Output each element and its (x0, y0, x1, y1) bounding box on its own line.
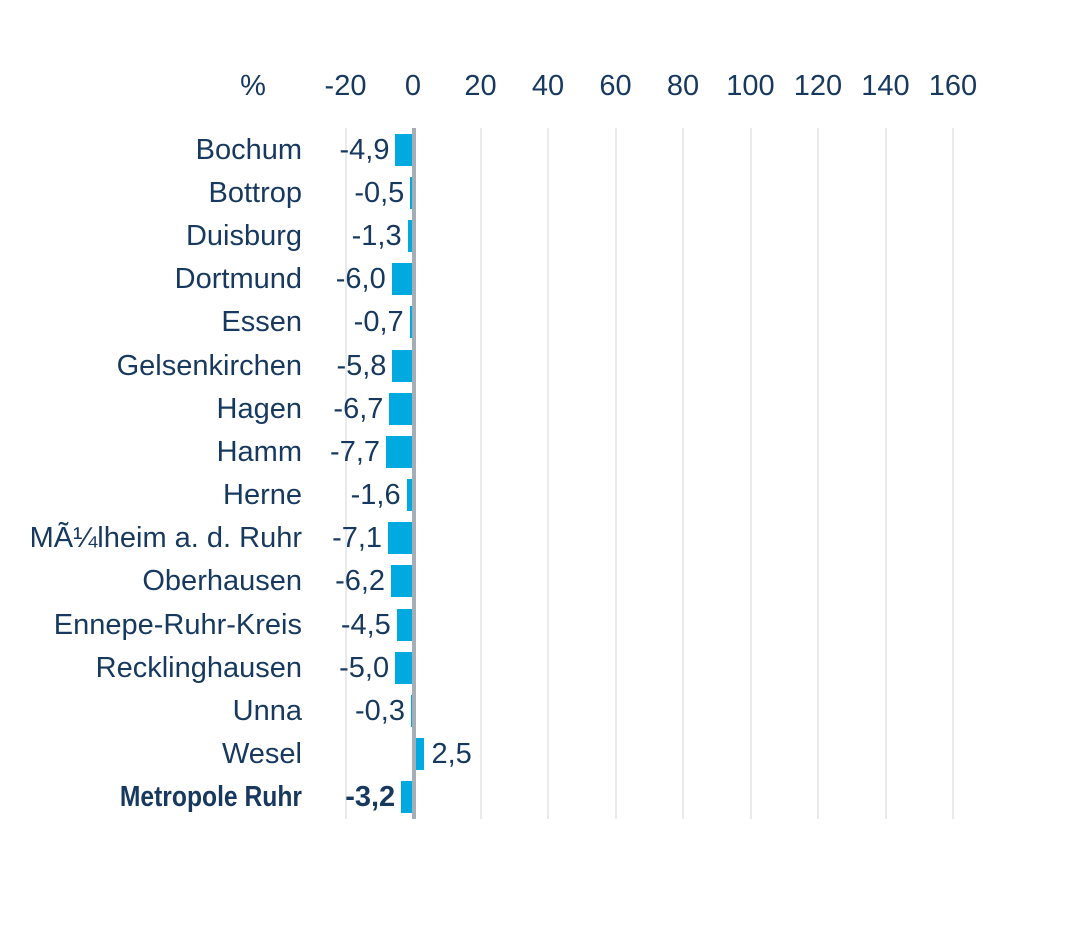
gridline (479, 128, 482, 819)
category-label: Unna (232, 695, 302, 728)
bar (396, 608, 412, 641)
value-label: -1,3 (351, 219, 402, 252)
bar (401, 781, 412, 814)
value-label: -5,8 (336, 349, 387, 382)
x-tick-label: -20 (324, 70, 367, 102)
value-label: -1,6 (350, 479, 401, 512)
axis-unit-label: % (240, 70, 266, 102)
x-tick-label: 0 (404, 70, 422, 102)
value-label: -0,5 (354, 176, 405, 209)
gridline (344, 128, 347, 819)
category-label: Ennepe-Ruhr-Kreis (53, 608, 302, 641)
category-label: Gelsenkirchen (116, 349, 302, 382)
category-label: Bochum (195, 133, 302, 166)
value-label: -5,0 (339, 651, 390, 684)
value-label: -0,7 (353, 306, 404, 339)
value-label: -6,0 (335, 263, 386, 296)
category-label: Recklinghausen (95, 651, 302, 684)
x-tick-label: 60 (599, 70, 632, 102)
value-label: -4,5 (340, 608, 391, 641)
value-label: -6,7 (333, 392, 384, 425)
category-label: Bottrop (208, 176, 303, 209)
x-tick-label: 40 (531, 70, 565, 102)
bar (410, 176, 412, 209)
value-label: -3,2 (345, 781, 396, 814)
x-tick-label: 160 (928, 70, 978, 102)
category-label: MÃ¼lheim a. d. Ruhr (29, 522, 302, 555)
category-label: Wesel (221, 738, 302, 771)
bar (391, 263, 412, 296)
category-label: Dortmund (174, 263, 302, 296)
bar (386, 435, 412, 468)
x-tick-label: 120 (793, 70, 843, 102)
bar (395, 133, 412, 166)
value-label: 2,5 (431, 738, 472, 771)
category-label: Metropole Ruhr (119, 781, 302, 814)
bar (388, 522, 412, 555)
bar (410, 695, 412, 728)
bar (409, 306, 412, 339)
gridline (749, 128, 752, 819)
gridline (614, 128, 617, 819)
value-label: -4,9 (339, 133, 390, 166)
bar (391, 565, 412, 598)
gridline (884, 128, 887, 819)
zero-axis-line (412, 128, 416, 819)
x-tick-label: 140 (861, 70, 910, 102)
gridline (817, 128, 819, 819)
bar (406, 479, 412, 512)
x-tick-label: 20 (464, 70, 497, 102)
bar (416, 738, 425, 771)
category-label: Oberhausen (142, 565, 302, 598)
category-label: Hagen (216, 392, 302, 425)
value-label: -6,2 (335, 565, 386, 598)
value-label: -7,7 (330, 435, 381, 468)
bar (407, 219, 412, 252)
value-label: -7,1 (332, 522, 383, 555)
bar (395, 651, 412, 684)
category-label: Herne (223, 479, 302, 512)
bar (392, 349, 412, 382)
value-label: -0,3 (355, 695, 405, 728)
x-tick-label: 80 (666, 70, 700, 102)
x-tick-label: 100 (726, 70, 775, 102)
gridline (682, 128, 684, 819)
category-label: Duisburg (185, 219, 302, 252)
category-label: Essen (221, 306, 302, 339)
gridline (547, 128, 549, 819)
bar (389, 392, 412, 425)
category-label: Hamm (216, 435, 302, 468)
gridline (952, 128, 954, 819)
